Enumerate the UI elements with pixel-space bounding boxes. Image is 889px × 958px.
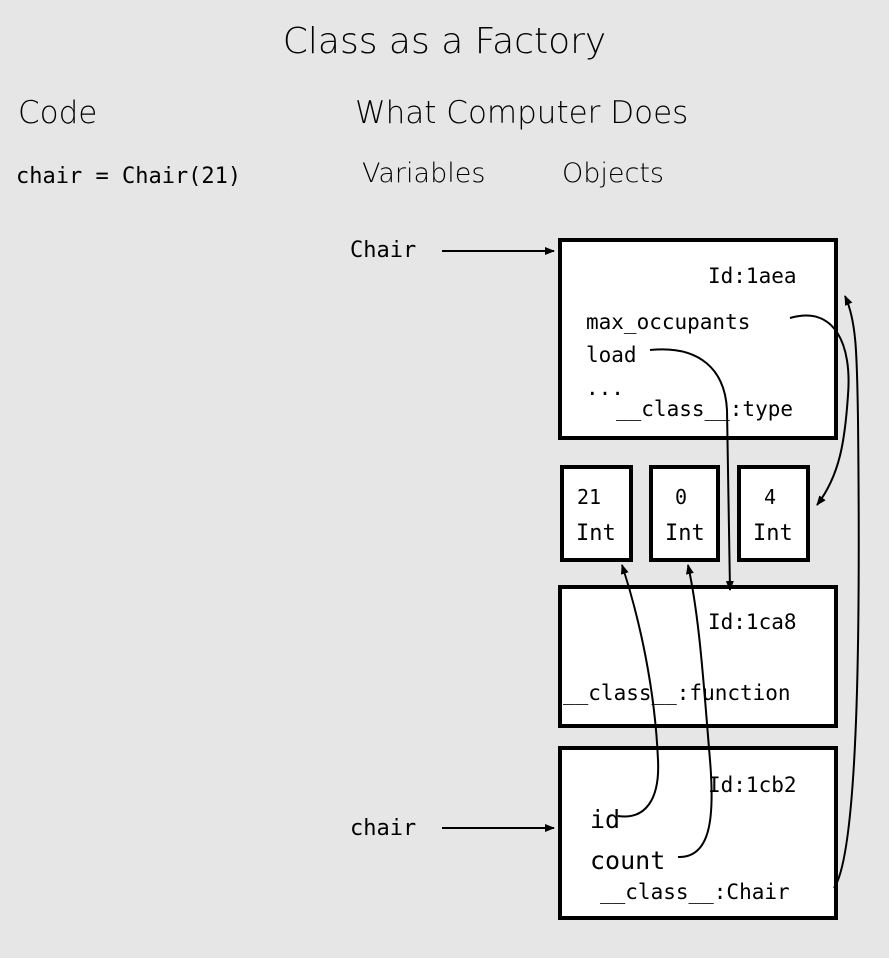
function-object-id: Id:1ca8 [708, 610, 797, 634]
attr-count: count [590, 846, 666, 875]
instance-object-id: Id:1cb2 [708, 773, 797, 797]
class-object-box: Id:1aea max_occupants load ... __class__… [558, 238, 838, 440]
computer-heading: What Computer Does [355, 95, 689, 131]
instance-object-class: __class__:Chair [600, 880, 790, 904]
int-0-type: Int [665, 521, 705, 546]
int-object-21: 21 Int [560, 465, 633, 562]
attr-load: load [586, 343, 637, 367]
function-object-box: Id:1ca8 __class__:function [558, 585, 838, 728]
class-object-class: __class__:type [616, 397, 794, 421]
code-heading: Code [18, 95, 98, 131]
attr-id: id [590, 805, 621, 834]
int-21-type: Int [576, 521, 616, 546]
instance-object-box: Id:1cb2 id count __class__:Chair [558, 746, 838, 920]
code-line: chair = Chair(21) [16, 164, 242, 189]
class-object-id: Id:1aea [708, 264, 797, 288]
int-21-value: 21 [577, 485, 602, 509]
int-4-type: Int [753, 521, 793, 546]
int-0-value: 0 [675, 485, 688, 509]
objects-heading: Objects [562, 158, 665, 189]
int-object-0: 0 Int [649, 465, 720, 562]
function-object-class: __class__:function [563, 681, 791, 705]
attr-max-occupants: max_occupants [586, 310, 751, 334]
int-object-4: 4 Int [737, 465, 810, 562]
page-title: Class as a Factory [282, 21, 607, 62]
variable-chair-instance: chair [350, 816, 417, 841]
int-4-value: 4 [764, 485, 777, 509]
variable-chair-class: Chair [350, 238, 417, 263]
variables-heading: Variables [362, 158, 486, 189]
attr-ellipsis: ... [586, 376, 624, 400]
